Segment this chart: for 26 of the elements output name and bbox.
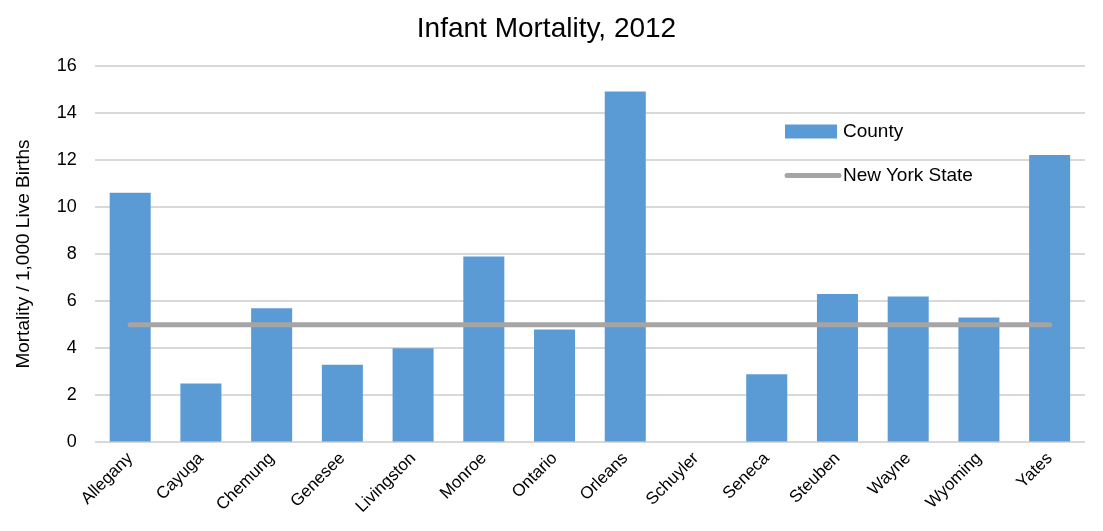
y-tick-label: 14 — [56, 101, 77, 122]
y-tick-label: 0 — [66, 431, 77, 452]
chart-title: Infant Mortality, 2012 — [416, 11, 677, 43]
bar — [1029, 155, 1071, 442]
bar — [604, 91, 646, 442]
legend-label: County — [843, 119, 904, 141]
bar — [463, 256, 505, 442]
y-tick-label: 8 — [66, 242, 77, 263]
bar — [816, 294, 858, 442]
bar — [109, 192, 151, 442]
legend-label: New York State — [843, 163, 973, 185]
y-tick-label: 6 — [66, 290, 77, 311]
y-tick-label: 10 — [56, 195, 77, 216]
bar — [746, 374, 788, 442]
bar — [321, 364, 363, 442]
y-tick-label: 16 — [56, 54, 77, 75]
bar — [180, 383, 222, 442]
y-tick-label: 12 — [56, 148, 77, 169]
y-tick-label: 4 — [66, 337, 77, 358]
bar — [534, 329, 576, 442]
y-axis-title: Mortality / 1,000 Live Births — [11, 139, 33, 369]
bar — [958, 317, 1000, 442]
bar — [251, 308, 293, 442]
bar — [392, 348, 434, 442]
y-tick-label: 2 — [66, 384, 77, 405]
bar — [887, 296, 929, 442]
